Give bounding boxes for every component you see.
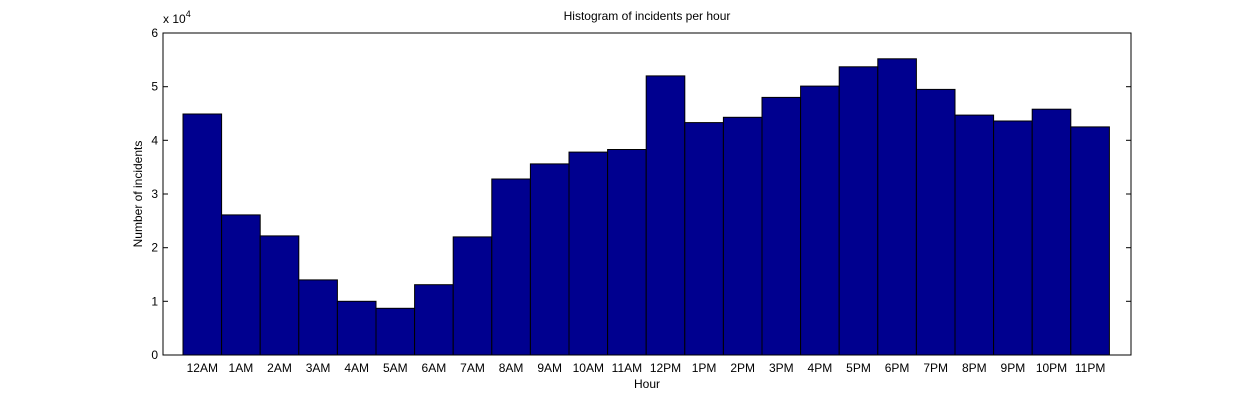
x-tick-label: 8PM [962, 361, 987, 375]
x-tick-label: 7PM [923, 361, 948, 375]
y-tick-label: 0 [151, 348, 158, 362]
y-tick-label: 5 [151, 80, 158, 94]
bar-3am [298, 279, 338, 356]
x-tick-label: 12PM [650, 361, 681, 375]
y-axis-title: Number of incidents [131, 141, 145, 248]
chart-title: Histogram of incidents per hour [564, 9, 731, 23]
x-tick-label: 12AM [187, 361, 218, 375]
x-tick-label: 5PM [846, 361, 871, 375]
bar-5pm [838, 66, 879, 356]
x-tick-label: 11AM [612, 361, 642, 375]
x-tick-label: 10AM [573, 361, 604, 375]
bar-8pm [954, 114, 995, 356]
bar-4pm [800, 85, 840, 356]
x-tick-label: 4PM [808, 361, 833, 375]
bar-10pm [1031, 108, 1072, 356]
y-tick-label: 2 [151, 241, 158, 255]
y-exponent-label: x 104 [163, 9, 191, 26]
bar-12am [182, 113, 223, 356]
x-tick-label: 11PM [1075, 361, 1105, 375]
bar-6am [414, 284, 454, 356]
bar-2am [259, 235, 300, 356]
bar-5am [375, 307, 416, 356]
y-tick-label: 4 [151, 133, 158, 147]
x-tick-label: 1AM [229, 361, 254, 375]
x-tick-label: 1PM [692, 361, 717, 375]
bar-2pm [722, 116, 763, 356]
x-tick-label: 2PM [730, 361, 755, 375]
bar-11am [607, 149, 647, 356]
x-tick-label: 6AM [422, 361, 447, 375]
bar-4am [336, 300, 377, 356]
bar-9pm [993, 120, 1033, 356]
y-exponent-power: 4 [186, 9, 191, 19]
y-tick-label: 3 [151, 187, 158, 201]
bar-9am [529, 163, 570, 356]
bar-1am [221, 214, 261, 356]
x-axis-ticks: 12AM 1AM 2AM 3AM 4AM 5AM 6AM 7AM 8AM 9AM 10AM 11AM 1… [187, 361, 1106, 375]
bar-3pm [761, 96, 802, 356]
bar-8am [491, 178, 531, 356]
y-tick-label: 6 [151, 26, 158, 40]
x-tick-label: 9PM [1001, 361, 1026, 375]
bar-7am [452, 236, 493, 356]
bar-7pm [915, 88, 956, 356]
x-tick-label: 3PM [769, 361, 794, 375]
x-tick-label: 5AM [383, 361, 408, 375]
bar-1pm [684, 122, 724, 356]
bar-6pm [877, 58, 917, 356]
x-tick-label: 2AM [267, 361, 292, 375]
x-tick-label: 9AM [537, 361, 562, 375]
x-axis-title: Hour [634, 377, 660, 391]
x-tick-label: 4AM [344, 361, 369, 375]
x-tick-label: 8AM [499, 361, 524, 375]
bars-group [182, 58, 1110, 356]
x-tick-label: 7AM [460, 361, 485, 375]
y-exponent-base: x 10 [163, 12, 186, 26]
x-tick-label: 3AM [306, 361, 331, 375]
x-tick-label: 10PM [1036, 361, 1067, 375]
y-tick-label: 1 [151, 294, 158, 308]
bar-10am [568, 151, 609, 356]
y-axis-ticks: 0 1 2 3 4 5 6 [151, 26, 1131, 362]
bar-11pm [1070, 126, 1110, 356]
bar-12pm [645, 75, 686, 356]
x-tick-label: 6PM [885, 361, 910, 375]
